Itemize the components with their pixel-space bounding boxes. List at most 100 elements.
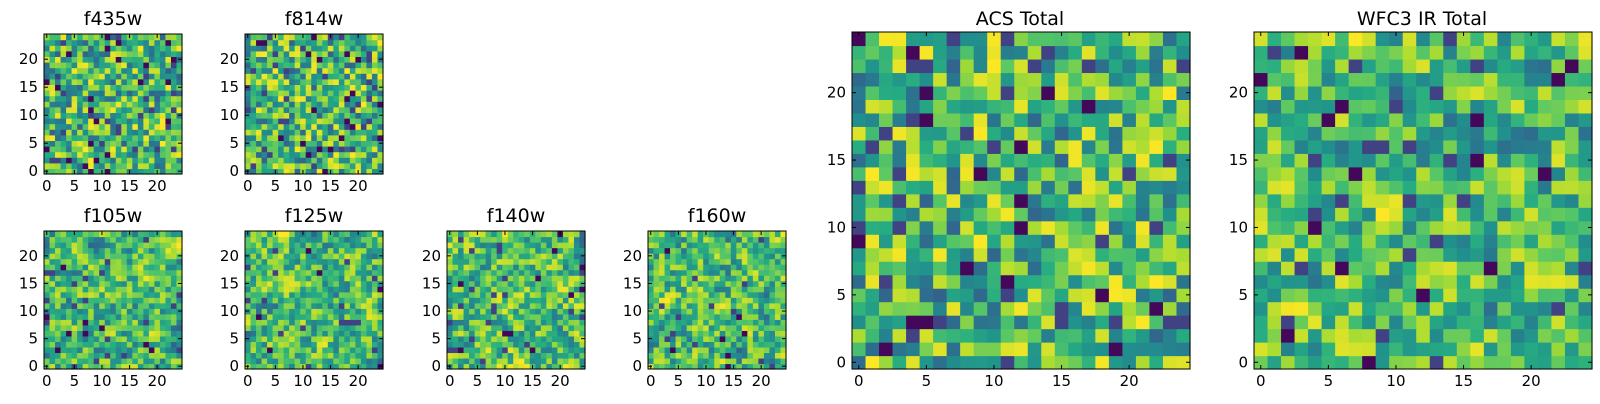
heatmap-cell	[165, 146, 171, 152]
heatmap-cell	[447, 286, 453, 292]
heatmap-cell	[1014, 194, 1028, 208]
heatmap-cell	[355, 347, 361, 353]
heatmap-cell	[132, 96, 138, 102]
heatmap-cell	[1163, 126, 1177, 140]
heatmap-cell	[143, 73, 149, 79]
heatmap-cell	[535, 325, 541, 331]
heatmap-cell	[1122, 288, 1136, 302]
heatmap-cell	[328, 40, 334, 46]
heatmap-cell	[1068, 113, 1082, 127]
heatmap-cell	[317, 292, 323, 298]
heatmap-cell	[1109, 99, 1123, 113]
heatmap-cell	[66, 112, 72, 118]
heatmap-cell	[535, 358, 541, 364]
heatmap-cell	[974, 207, 988, 221]
heatmap-cell	[110, 242, 116, 248]
heatmap-cell	[947, 329, 961, 343]
heatmap-cell	[513, 270, 519, 276]
heatmap-cell	[284, 90, 290, 96]
heatmap-cell	[1484, 329, 1498, 343]
heatmap-cell	[256, 275, 262, 281]
heatmap-cell	[322, 281, 328, 287]
heatmap-cell	[1136, 72, 1150, 86]
heatmap-cell	[138, 248, 144, 254]
heatmap-cell	[61, 101, 67, 107]
heatmap-cell	[138, 319, 144, 325]
heatmap-cell	[541, 336, 547, 342]
heatmap-cell	[535, 308, 541, 314]
heatmap-cell	[1163, 153, 1177, 167]
heatmap-cell	[714, 308, 720, 314]
heatmap-cell	[289, 314, 295, 320]
heatmap-cell	[344, 314, 350, 320]
heatmap-cell	[725, 259, 731, 265]
heatmap-cell	[289, 248, 295, 254]
heatmap-cell	[563, 237, 569, 243]
heatmap-cell	[138, 146, 144, 152]
heatmap-cell	[66, 84, 72, 90]
heatmap-cell	[295, 45, 301, 51]
heatmap-cell	[44, 297, 50, 303]
heatmap-cell	[1376, 342, 1390, 356]
heatmap-cell	[1497, 342, 1511, 356]
heatmap-cell	[154, 96, 160, 102]
heatmap-cell	[138, 56, 144, 62]
heatmap-cell	[502, 281, 508, 287]
heatmap-cell	[758, 325, 764, 331]
heatmap-cell	[245, 270, 251, 276]
heatmap-cell	[317, 129, 323, 135]
heatmap-cell	[333, 308, 339, 314]
heatmap-cell	[687, 303, 693, 309]
heatmap-cell	[116, 118, 122, 124]
heatmap-cell	[1068, 126, 1082, 140]
heatmap-cell	[1376, 194, 1390, 208]
heatmap-cell	[852, 113, 866, 127]
heatmap-cell	[665, 231, 671, 237]
heatmap-cell	[676, 242, 682, 248]
heatmap-cell	[306, 281, 312, 287]
heatmap-cell	[50, 73, 56, 79]
heatmap-cell	[251, 34, 257, 40]
heatmap-cell	[94, 358, 100, 364]
heatmap-cell	[736, 248, 742, 254]
heatmap-cell	[77, 96, 83, 102]
heatmap-cell	[1308, 302, 1322, 316]
heatmap-cell	[105, 146, 111, 152]
heatmap-cell	[66, 308, 72, 314]
heatmap-cell	[475, 303, 481, 309]
heatmap-cell	[61, 297, 67, 303]
x-tick-label: 15	[120, 177, 139, 195]
heatmap-cell	[154, 264, 160, 270]
heatmap-cell	[1082, 261, 1096, 275]
heatmap-cell	[1443, 329, 1457, 343]
heatmap-cell	[1551, 207, 1565, 221]
heatmap-cell	[165, 237, 171, 243]
heatmap-cell	[311, 259, 317, 265]
heatmap-cell	[50, 68, 56, 74]
heatmap-cell	[480, 308, 486, 314]
heatmap-cell	[974, 302, 988, 316]
heatmap-cell	[372, 314, 378, 320]
heatmap-cell	[322, 270, 328, 276]
heatmap-cell	[687, 281, 693, 287]
heatmap-cell	[322, 135, 328, 141]
heatmap-cell	[121, 107, 127, 113]
heatmap-cell	[66, 336, 72, 342]
heatmap-cell	[361, 319, 367, 325]
y-tick-label: 10	[827, 218, 846, 236]
heatmap-cell	[361, 96, 367, 102]
heatmap-cell	[88, 308, 94, 314]
heatmap-cell	[654, 352, 660, 358]
heatmap-cell	[171, 237, 177, 243]
heatmap-cell	[1524, 288, 1538, 302]
heatmap-cell	[1176, 234, 1190, 248]
heatmap-cell	[311, 140, 317, 146]
heatmap-cell	[311, 157, 317, 163]
x-tick-label: 0	[646, 372, 656, 390]
heatmap-cell	[311, 319, 317, 325]
heatmap-cell	[464, 308, 470, 314]
heatmap-cell	[61, 73, 67, 79]
heatmap-cell	[88, 319, 94, 325]
heatmap-cell	[670, 341, 676, 347]
heatmap-cell	[143, 34, 149, 40]
